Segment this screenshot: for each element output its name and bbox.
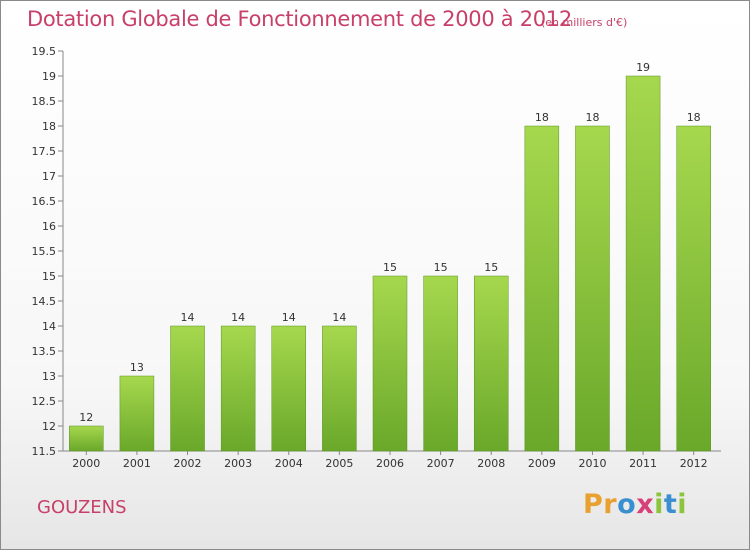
y-tick-label: 16.5 bbox=[32, 195, 57, 208]
logo-letter: t bbox=[663, 489, 678, 520]
data-label: 14 bbox=[181, 311, 195, 324]
bar bbox=[423, 275, 458, 452]
bar bbox=[625, 75, 661, 452]
data-label: 14 bbox=[282, 311, 296, 324]
bar bbox=[220, 325, 256, 452]
proxiti-logo[interactable]: Proxiti bbox=[583, 489, 687, 520]
bar bbox=[372, 275, 408, 452]
logo-letter: x bbox=[636, 489, 655, 520]
y-tick-label: 16 bbox=[42, 220, 56, 233]
bar bbox=[524, 125, 560, 452]
y-tick-label: 18.5 bbox=[32, 95, 57, 108]
data-label: 14 bbox=[231, 311, 245, 324]
y-tick-label: 11.5 bbox=[32, 445, 57, 458]
data-label: 19 bbox=[636, 61, 650, 74]
bar bbox=[473, 275, 509, 452]
x-tick-label: 2004 bbox=[275, 457, 303, 470]
commune-name: GOUZENS bbox=[37, 497, 127, 518]
logo-letter: r bbox=[603, 489, 618, 520]
y-tick-label: 12.5 bbox=[32, 395, 57, 408]
unit-label: (en milliers d'€) bbox=[541, 16, 628, 29]
x-tick-label: 2008 bbox=[477, 457, 505, 470]
bar bbox=[676, 125, 711, 452]
data-label: 18 bbox=[585, 111, 599, 124]
bar bbox=[575, 125, 610, 452]
x-tick-label: 2012 bbox=[680, 457, 708, 470]
bar bbox=[322, 325, 357, 452]
bar bbox=[119, 375, 155, 452]
x-tick-label: 2006 bbox=[376, 457, 404, 470]
y-tick-label: 14.5 bbox=[32, 295, 57, 308]
data-label: 14 bbox=[332, 311, 346, 324]
y-tick-label: 19 bbox=[42, 70, 56, 83]
logo-letter: i bbox=[654, 489, 664, 520]
data-label: 18 bbox=[687, 111, 701, 124]
x-tick-label: 2002 bbox=[174, 457, 202, 470]
y-tick-label: 18 bbox=[42, 120, 56, 133]
x-tick-label: 2001 bbox=[123, 457, 151, 470]
data-label: 15 bbox=[484, 261, 498, 274]
logo-letter: i bbox=[677, 489, 688, 520]
y-tick-label: 14 bbox=[42, 320, 56, 333]
y-tick-label: 17.5 bbox=[32, 145, 57, 158]
data-label: 15 bbox=[383, 261, 397, 274]
value-labels: 12 13 14 14 14 14 15 15 15 18 18 19 18 bbox=[79, 61, 700, 424]
chart-title: Dotation Globale de Fonctionnement de 20… bbox=[27, 7, 572, 31]
x-tick-label: 2007 bbox=[427, 457, 455, 470]
logo-letter: P bbox=[583, 489, 604, 520]
x-tick-label: 2011 bbox=[629, 457, 657, 470]
bars bbox=[69, 75, 711, 452]
y-tick-label: 12 bbox=[42, 420, 56, 433]
bar bbox=[271, 325, 307, 452]
y-tick-label: 17 bbox=[42, 170, 56, 183]
y-tick-label: 15 bbox=[42, 270, 56, 283]
y-tick-label: 15.5 bbox=[32, 245, 57, 258]
data-label: 15 bbox=[434, 261, 448, 274]
bar bbox=[170, 325, 205, 452]
x-tick-label: 2010 bbox=[578, 457, 606, 470]
y-tick-label: 13.5 bbox=[32, 345, 57, 358]
data-label: 12 bbox=[79, 411, 93, 424]
logo-letter: o bbox=[617, 489, 637, 520]
x-tick-label: 2005 bbox=[325, 457, 353, 470]
bar bbox=[69, 425, 104, 452]
x-tick-label: 2000 bbox=[72, 457, 100, 470]
x-tick-label: 2003 bbox=[224, 457, 252, 470]
y-tick-label: 19.5 bbox=[32, 45, 57, 58]
axes: 11.5 12 12.5 13 13.5 14 14.5 15 15.5 16 16.5 17 17.5… bbox=[32, 45, 721, 470]
x-tick-label: 2009 bbox=[528, 457, 556, 470]
y-tick-label: 13 bbox=[42, 370, 56, 383]
data-label: 18 bbox=[535, 111, 549, 124]
data-label: 13 bbox=[130, 361, 144, 374]
